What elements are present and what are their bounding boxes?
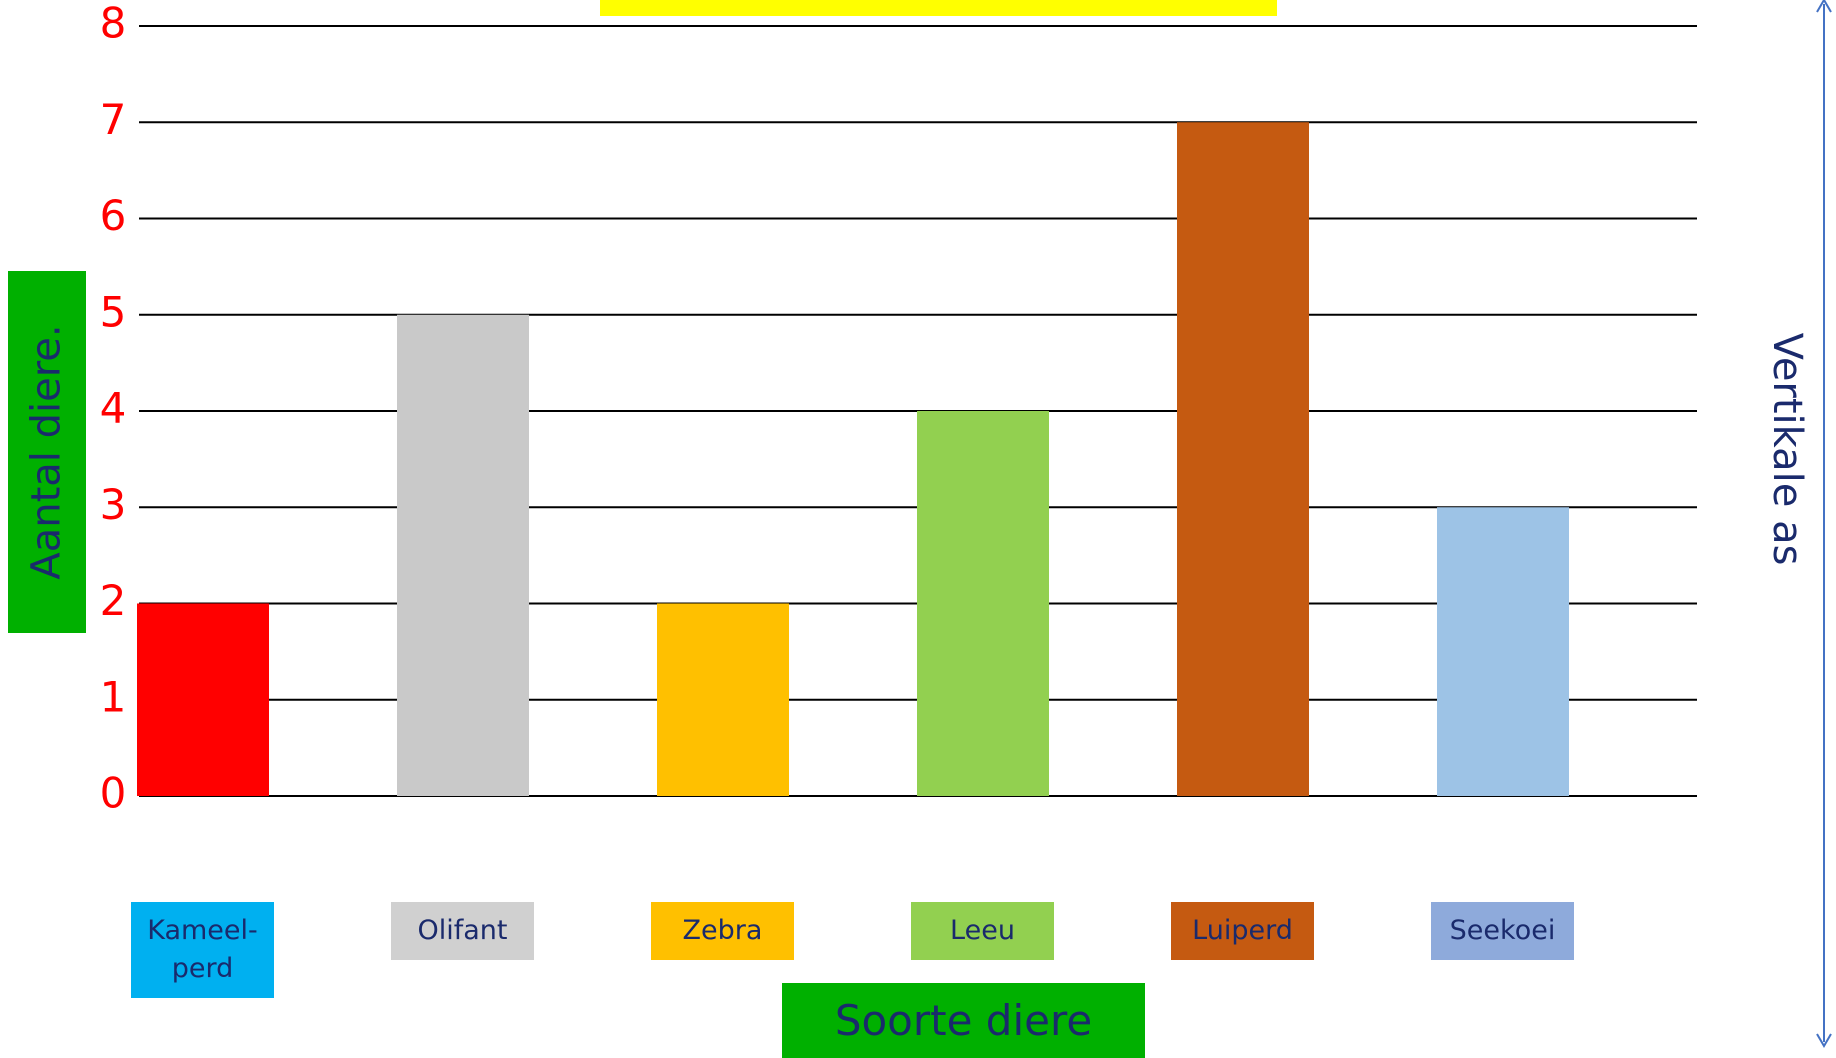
category-label: Seekoei: [1431, 902, 1574, 960]
title-box: [600, 0, 1277, 16]
bar: [1177, 122, 1309, 796]
category-label: Zebra: [651, 902, 794, 960]
y-tick-label: 8: [100, 0, 127, 48]
bar: [1437, 507, 1569, 796]
x-axis-label: Soorte diere: [782, 983, 1145, 1058]
category-label: Kameel- perd: [131, 902, 274, 998]
category-label: Olifant: [391, 902, 534, 960]
category-label: Leeu: [911, 902, 1054, 960]
bar: [397, 314, 529, 796]
y-tick-label: 0: [100, 769, 127, 818]
bar: [917, 411, 1049, 796]
y-tick-label: 6: [100, 191, 127, 240]
y-label-box: Aantal diere.: [8, 271, 86, 633]
y-tick-label: 1: [100, 672, 127, 721]
arrow-heads: [1816, 0, 1832, 1048]
bar: [137, 603, 269, 796]
axis-note: Vertikale as: [1764, 333, 1810, 566]
bar: [657, 603, 789, 796]
category-label: Luiperd: [1171, 902, 1314, 960]
y-tick-label: 4: [100, 384, 127, 433]
y-tick-label: 2: [100, 576, 127, 625]
y-tick-label: 5: [100, 287, 127, 336]
y-tick-label: 3: [100, 480, 127, 529]
y-axis-label: Aantal diere.: [24, 324, 71, 580]
y-tick-label: 7: [100, 95, 127, 144]
